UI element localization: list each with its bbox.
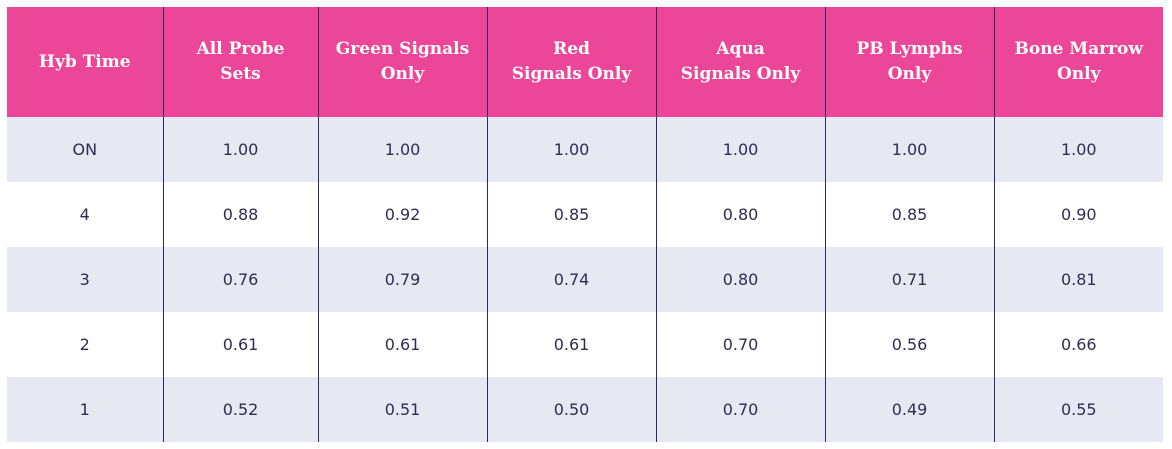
- table-row: 1 0.52 0.51 0.50 0.70 0.49 0.55: [7, 377, 1163, 442]
- cell-bone-marrow-only: 0.81: [993, 247, 1163, 312]
- header-aqua-signals-only: Aqua Signals Only: [655, 7, 825, 117]
- cell-all-probe-sets: 0.76: [162, 247, 318, 312]
- cell-bone-marrow-only: 0.55: [993, 377, 1163, 442]
- cell-hyb-time: 2: [7, 312, 163, 377]
- cell-pb-lymphs-only: 0.71: [824, 247, 994, 312]
- table-body: ON 1.00 1.00 1.00 1.00 1.00 1.00 4 0.88 …: [7, 117, 1163, 442]
- header-pb-lymphs-only-line-2: Only: [887, 64, 932, 84]
- hyb-time-table: Hyb Time All Probe Sets Green Signals On…: [7, 7, 1163, 442]
- header-red-signals-only: Red Signals Only: [486, 7, 656, 117]
- data-table-container: Hyb Time All Probe Sets Green Signals On…: [7, 7, 1163, 442]
- cell-pb-lymphs-only: 0.56: [824, 312, 994, 377]
- cell-green-signals-only: 0.61: [317, 312, 487, 377]
- cell-aqua-signals-only: 0.80: [655, 247, 825, 312]
- cell-aqua-signals-only: 0.70: [655, 312, 825, 377]
- header-hyb-time: Hyb Time: [7, 7, 163, 117]
- cell-red-signals-only: 0.50: [486, 377, 656, 442]
- cell-bone-marrow-only: 0.90: [993, 182, 1163, 247]
- cell-pb-lymphs-only: 0.49: [824, 377, 994, 442]
- cell-red-signals-only: 0.74: [486, 247, 656, 312]
- cell-hyb-time: 4: [7, 182, 163, 247]
- cell-aqua-signals-only: 0.80: [655, 182, 825, 247]
- header-all-probe-sets-line-1: All Probe: [196, 39, 285, 59]
- cell-hyb-time: ON: [7, 117, 163, 182]
- cell-all-probe-sets: 1.00: [162, 117, 318, 182]
- cell-hyb-time: 3: [7, 247, 163, 312]
- header-all-probe-sets-line-2: Sets: [220, 64, 261, 84]
- header-bone-marrow-only-line-1: Bone Marrow: [1014, 39, 1144, 59]
- cell-bone-marrow-only: 1.00: [993, 117, 1163, 182]
- header-green-signals-only-line-2: Only: [380, 64, 425, 84]
- cell-red-signals-only: 1.00: [486, 117, 656, 182]
- table-header: Hyb Time All Probe Sets Green Signals On…: [7, 7, 1163, 117]
- header-row: Hyb Time All Probe Sets Green Signals On…: [7, 7, 1163, 117]
- header-bone-marrow-only: Bone Marrow Only: [993, 7, 1163, 117]
- cell-green-signals-only: 1.00: [317, 117, 487, 182]
- header-green-signals-only: Green Signals Only: [317, 7, 487, 117]
- cell-aqua-signals-only: 0.70: [655, 377, 825, 442]
- header-bone-marrow-only-line-2: Only: [1056, 64, 1101, 84]
- header-aqua-signals-only-line-1: Aqua: [716, 39, 765, 59]
- table-row: 3 0.76 0.79 0.74 0.80 0.71 0.81: [7, 247, 1163, 312]
- header-hyb-time-line-1: Hyb Time: [38, 51, 131, 72]
- cell-red-signals-only: 0.85: [486, 182, 656, 247]
- cell-hyb-time: 1: [7, 377, 163, 442]
- cell-red-signals-only: 0.61: [486, 312, 656, 377]
- header-green-signals-only-line-1: Green Signals: [335, 39, 470, 59]
- cell-all-probe-sets: 0.88: [162, 182, 318, 247]
- cell-bone-marrow-only: 0.66: [993, 312, 1163, 377]
- table-row: 4 0.88 0.92 0.85 0.80 0.85 0.90: [7, 182, 1163, 247]
- cell-green-signals-only: 0.79: [317, 247, 487, 312]
- cell-all-probe-sets: 0.52: [162, 377, 318, 442]
- header-pb-lymphs-only-line-1: PB Lymphs: [856, 39, 963, 59]
- cell-green-signals-only: 0.51: [317, 377, 487, 442]
- cell-all-probe-sets: 0.61: [162, 312, 318, 377]
- table-row: ON 1.00 1.00 1.00 1.00 1.00 1.00: [7, 117, 1163, 182]
- cell-green-signals-only: 0.92: [317, 182, 487, 247]
- table-row: 2 0.61 0.61 0.61 0.70 0.56 0.66: [7, 312, 1163, 377]
- header-red-signals-only-line-1: Red: [553, 39, 590, 59]
- header-all-probe-sets: All Probe Sets: [162, 7, 318, 117]
- cell-aqua-signals-only: 1.00: [655, 117, 825, 182]
- cell-pb-lymphs-only: 1.00: [824, 117, 994, 182]
- header-red-signals-only-line-2: Signals Only: [511, 64, 632, 84]
- header-pb-lymphs-only: PB Lymphs Only: [824, 7, 994, 117]
- cell-pb-lymphs-only: 0.85: [824, 182, 994, 247]
- header-aqua-signals-only-line-2: Signals Only: [680, 64, 801, 84]
